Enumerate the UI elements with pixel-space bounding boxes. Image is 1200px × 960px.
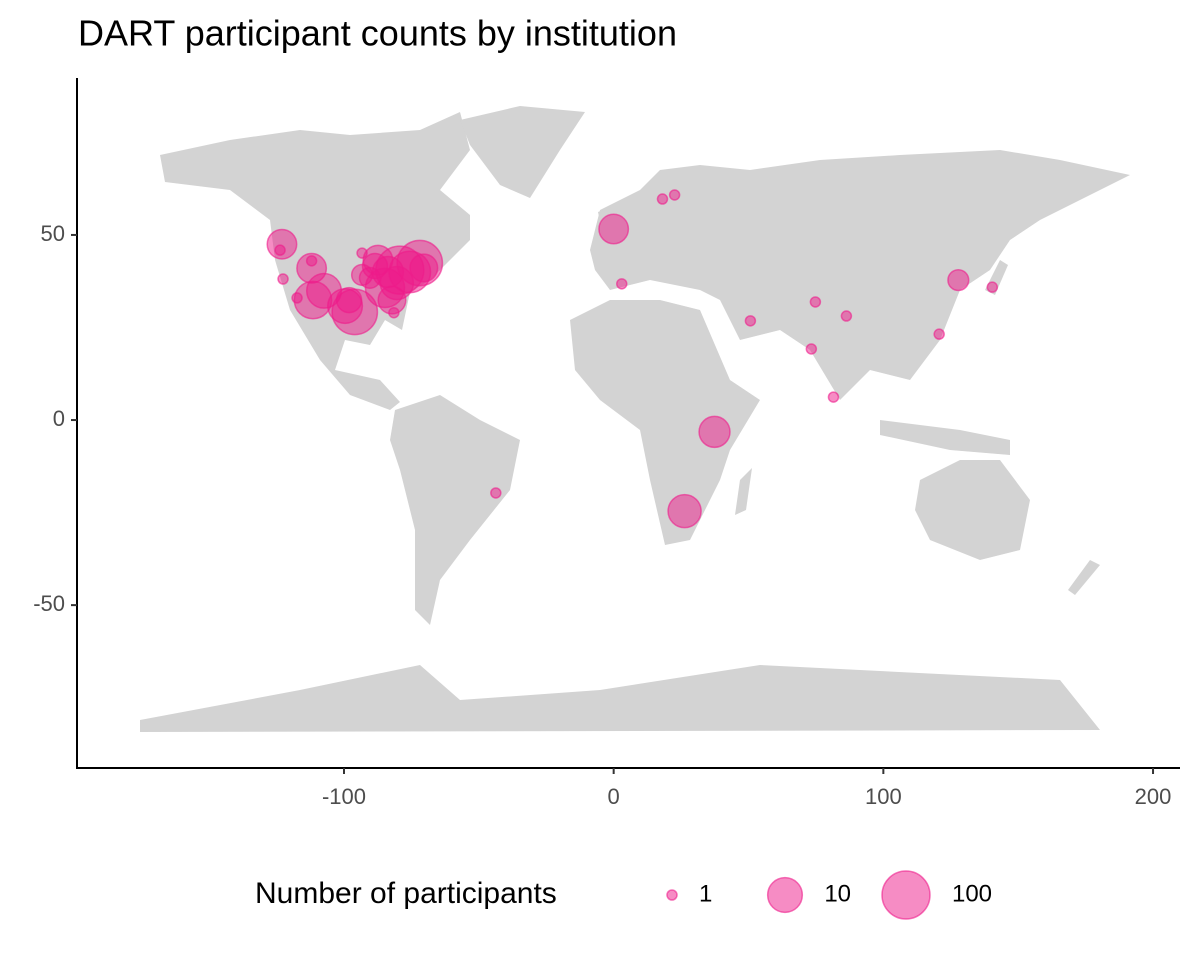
- bubble: [827, 391, 840, 403]
- africa: [570, 300, 760, 545]
- bubble: [490, 487, 502, 499]
- x-tick-label: 0: [608, 784, 620, 809]
- indonesia: [880, 420, 1010, 455]
- bubble: [598, 213, 630, 245]
- legend-key: [666, 889, 678, 901]
- legend-key: [881, 870, 931, 920]
- world-map: [140, 106, 1130, 732]
- legend-key: [766, 876, 804, 914]
- bubble: [656, 193, 669, 205]
- bubble: [667, 493, 702, 529]
- bubble: [744, 315, 757, 327]
- bubble: [809, 296, 822, 308]
- x-tick-label: 200: [1135, 784, 1172, 809]
- bubble: [933, 328, 945, 340]
- legend-label: 100: [952, 880, 992, 907]
- y-tick-label: -50: [33, 591, 65, 616]
- bubble: [805, 343, 818, 355]
- bubble: [409, 253, 439, 283]
- chart-title: DART participant counts by institution: [78, 13, 677, 54]
- y-tick-label: 0: [53, 406, 65, 431]
- bubble: [986, 281, 999, 293]
- bubble: [274, 244, 286, 256]
- x-tick-label: 100: [865, 784, 902, 809]
- bubble: [668, 189, 681, 201]
- legend-title: Number of participants: [255, 877, 557, 910]
- legend-label: 10: [824, 880, 851, 907]
- bubble: [840, 310, 853, 322]
- south-america: [390, 395, 520, 625]
- bubble: [277, 273, 289, 285]
- antarctica: [140, 665, 1100, 732]
- eurasia: [590, 150, 1130, 400]
- bubble: [616, 278, 628, 290]
- bubble: [388, 306, 400, 319]
- australia: [915, 460, 1030, 560]
- greenland: [460, 106, 585, 198]
- madagascar: [735, 468, 752, 515]
- bubble: [331, 288, 379, 336]
- new-zealand: [1068, 560, 1100, 595]
- x-tick-label: -100: [322, 784, 366, 809]
- bubble: [947, 268, 970, 292]
- bubble: [698, 415, 731, 449]
- legend-label: 1: [699, 880, 712, 907]
- y-tick-label: 50: [41, 221, 65, 246]
